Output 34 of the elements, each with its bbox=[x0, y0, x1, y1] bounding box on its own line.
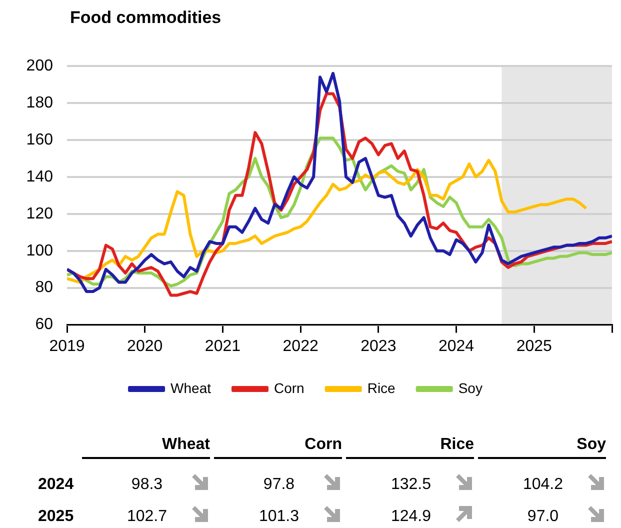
y-tick-label: 80 bbox=[35, 279, 54, 296]
text: 132.5 bbox=[390, 476, 432, 494]
legend-label: Corn bbox=[274, 380, 304, 396]
x-tick-label: 2021 bbox=[204, 338, 241, 355]
legend-label: Wheat bbox=[170, 380, 212, 396]
chart-title: Food commodities bbox=[70, 8, 222, 28]
text: 2024 bbox=[38, 476, 74, 494]
text: 98.3 bbox=[130, 476, 164, 494]
text: Rice bbox=[440, 436, 474, 453]
x-tick-label: 2020 bbox=[127, 338, 163, 355]
text: 97.0 bbox=[526, 508, 560, 526]
y-tick-label: 140 bbox=[26, 168, 54, 186]
y-tick-label: 160 bbox=[26, 131, 54, 148]
x-tick-label: 2023 bbox=[360, 338, 396, 355]
x-tick-label: 2024 bbox=[438, 338, 474, 355]
text: Soy bbox=[576, 436, 606, 453]
legend-label: Soy bbox=[458, 380, 482, 396]
x-tick-label: 2019 bbox=[49, 338, 85, 355]
text: 97.8 bbox=[262, 476, 296, 494]
text: Wheat bbox=[162, 436, 210, 453]
legend-label: Rice bbox=[367, 380, 396, 396]
text: 124.9 bbox=[390, 508, 432, 526]
text: 102.7 bbox=[126, 508, 168, 526]
text: Corn bbox=[304, 436, 342, 453]
x-tick-label: 2025 bbox=[516, 338, 552, 355]
text: 101.3 bbox=[258, 508, 300, 526]
y-tick-label: 120 bbox=[26, 205, 54, 222]
y-tick-label: 200 bbox=[26, 57, 54, 74]
y-tick-label: 60 bbox=[35, 316, 54, 334]
text: 104.2 bbox=[522, 476, 564, 494]
y-tick-label: 100 bbox=[26, 242, 54, 260]
y-tick-label: 180 bbox=[26, 94, 54, 112]
text: 2025 bbox=[38, 508, 74, 526]
x-tick-label: 2022 bbox=[282, 338, 318, 355]
